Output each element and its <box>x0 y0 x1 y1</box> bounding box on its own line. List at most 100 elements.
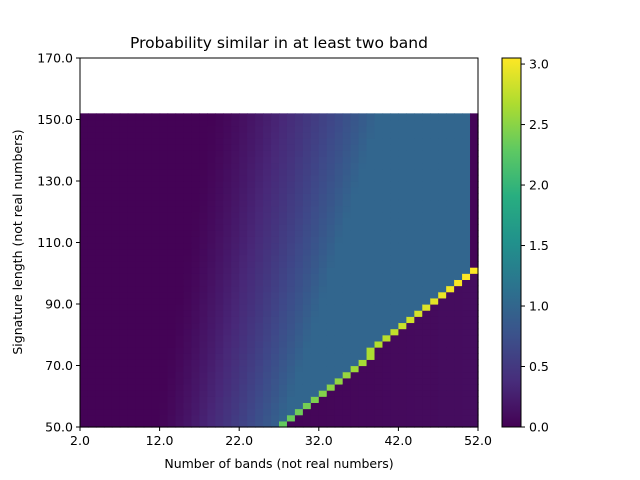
heatmap-cell <box>247 396 256 403</box>
heatmap-cell <box>207 168 216 176</box>
heatmap-cell <box>247 113 256 121</box>
heatmap-cell <box>294 310 304 317</box>
heatmap-cell <box>271 150 280 157</box>
heatmap-cell <box>446 174 455 182</box>
heatmap-cell <box>199 254 208 262</box>
heatmap-cell <box>462 371 471 379</box>
heatmap-cell <box>111 260 121 268</box>
heatmap-cell <box>366 377 376 385</box>
heatmap-cell <box>342 383 352 391</box>
heatmap-cell <box>271 168 280 176</box>
heatmap-cell <box>199 377 208 385</box>
heatmap-cell <box>446 187 455 194</box>
heatmap-cell <box>215 334 224 342</box>
heatmap-cell <box>430 396 439 403</box>
heatmap-cell <box>374 168 384 176</box>
heatmap-cell <box>87 297 97 305</box>
heatmap-cell <box>334 260 344 268</box>
heatmap-cell <box>310 150 320 157</box>
heatmap-cell <box>430 285 439 293</box>
heatmap-cell <box>279 156 288 164</box>
heatmap-cell <box>302 150 312 157</box>
heatmap-cell <box>223 310 232 317</box>
heatmap-cell <box>382 377 392 385</box>
heatmap-cell <box>366 347 376 354</box>
heatmap-cell <box>454 181 463 188</box>
heatmap-cell <box>239 236 248 244</box>
heatmap-cell <box>247 291 256 299</box>
heatmap-cell <box>374 267 384 274</box>
heatmap-cell <box>470 248 479 256</box>
heatmap-cell <box>334 144 344 151</box>
heatmap-cell <box>239 254 248 262</box>
heatmap-cell <box>119 267 129 274</box>
heatmap-cell <box>103 131 113 139</box>
heatmap-cell <box>255 125 264 133</box>
heatmap-cell <box>239 279 248 287</box>
heatmap-cell <box>358 254 368 262</box>
heatmap-cell <box>255 420 264 428</box>
heatmap-cell <box>159 119 169 127</box>
heatmap-cell <box>406 390 415 397</box>
heatmap-cell <box>151 402 161 410</box>
heatmap-cell <box>454 242 463 250</box>
heatmap-cell <box>350 377 360 385</box>
heatmap-cell <box>111 187 121 194</box>
heatmap-cell <box>470 137 479 145</box>
heatmap-cell <box>119 168 129 176</box>
heatmap-cell <box>326 131 336 139</box>
heatmap-cell <box>286 260 296 268</box>
heatmap-cell <box>350 279 360 287</box>
heatmap-cell <box>462 162 471 170</box>
heatmap-cell <box>462 285 471 293</box>
heatmap-cell <box>135 230 145 237</box>
heatmap-cell <box>342 408 352 416</box>
heatmap-cell <box>390 162 399 170</box>
heatmap-cell <box>286 291 296 299</box>
heatmap-cell <box>231 273 240 280</box>
heatmap-cell <box>111 193 121 201</box>
heatmap-cell <box>80 224 89 231</box>
heatmap-cell <box>390 408 399 416</box>
heatmap-cell <box>454 125 463 133</box>
heatmap-cell <box>462 353 471 360</box>
heatmap-cell <box>446 168 455 176</box>
heatmap-cell <box>159 310 169 317</box>
heatmap-cell <box>430 267 439 274</box>
heatmap-cell <box>223 371 232 379</box>
heatmap-cell <box>406 230 415 237</box>
heatmap-cell <box>430 310 439 317</box>
heatmap-cell <box>294 199 304 207</box>
heatmap-cell <box>87 248 97 256</box>
heatmap-cell <box>135 150 145 157</box>
heatmap-cell <box>255 211 264 219</box>
heatmap-cell <box>263 285 272 293</box>
heatmap-cell <box>334 242 344 250</box>
heatmap-cell <box>175 291 185 299</box>
heatmap-cell <box>119 396 129 403</box>
heatmap-cell <box>414 174 423 182</box>
heatmap-cell <box>310 236 320 244</box>
heatmap-cell <box>263 365 272 373</box>
heatmap-cell <box>390 131 399 139</box>
heatmap-cell <box>95 377 105 385</box>
heatmap-cell <box>231 371 240 379</box>
heatmap-cell <box>406 144 415 151</box>
heatmap-cell <box>350 217 360 225</box>
heatmap-cell <box>80 119 89 127</box>
heatmap-cell <box>87 162 97 170</box>
heatmap-cell <box>87 304 97 311</box>
heatmap-cell <box>390 390 399 397</box>
heatmap-cell <box>286 119 296 127</box>
heatmap-cell <box>286 390 296 397</box>
heatmap-cell <box>215 125 224 133</box>
heatmap-cell <box>310 408 320 416</box>
heatmap-cell <box>279 408 288 416</box>
heatmap-cell <box>366 402 376 410</box>
heatmap-cell <box>414 199 423 207</box>
heatmap-cell <box>366 383 376 391</box>
heatmap-cell <box>271 162 280 170</box>
heatmap-cell <box>382 420 392 428</box>
heatmap-cell <box>422 279 431 287</box>
heatmap-cell <box>80 365 89 373</box>
